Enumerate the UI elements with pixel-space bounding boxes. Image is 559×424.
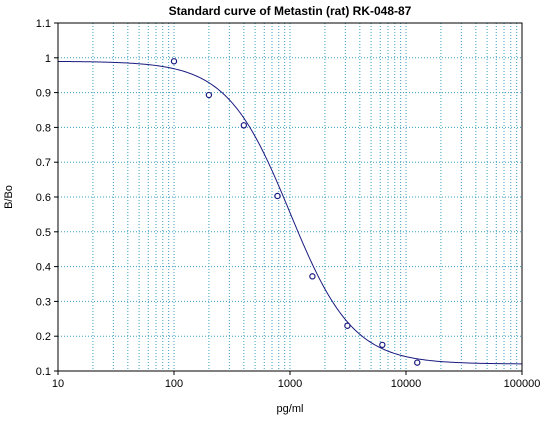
- x-tick-labels: 10 100 1000 10000 100000: [52, 371, 540, 390]
- x-axis-label: pg/ml: [277, 403, 304, 415]
- y-tick-label: 0.1: [36, 366, 51, 378]
- x-tick-label: 10: [52, 378, 64, 390]
- x-tick-label: 10000: [391, 378, 422, 390]
- data-points-layer: [170, 58, 421, 366]
- y-tick-label: 0.5: [36, 227, 51, 239]
- y-axis-label: B/Bo: [3, 185, 15, 209]
- y-tick-label: 0.4: [36, 262, 51, 274]
- y-tick-label: 0.8: [36, 122, 51, 134]
- y-tick-label: 0.7: [36, 157, 51, 169]
- data-point-6: [344, 322, 351, 329]
- data-point-1: [170, 58, 178, 65]
- y-tick-label: 1: [45, 53, 51, 65]
- y-tick-label: 1.1: [36, 18, 51, 30]
- y-tick-label: 0.2: [36, 331, 51, 343]
- y-tick-label: 0.6: [36, 192, 51, 204]
- x-tick-label: 100000: [504, 378, 541, 390]
- chart-title: Standard curve of Metastin (rat) RK-048-…: [169, 4, 412, 18]
- fit-curve-line: [57, 60, 523, 365]
- data-point-2: [205, 91, 213, 99]
- data-point-3: [240, 122, 248, 129]
- grid-lines: [57, 22, 522, 372]
- y-tick-label: 0.9: [36, 88, 51, 100]
- data-point-4: [274, 192, 281, 200]
- y-tick-labels: 0.1 0.2 0.3 0.4 0.5 0.6 0.7 0.8 0.9 1 1.1: [36, 18, 58, 378]
- x-tick-label: 100: [165, 378, 183, 390]
- data-point-7: [379, 341, 386, 349]
- data-point-8: [414, 359, 421, 366]
- x-tick-label: 1000: [278, 378, 302, 390]
- y-tick-label: 0.3: [36, 296, 51, 308]
- fit-curve-layer: [57, 60, 523, 365]
- data-point-5: [309, 273, 316, 280]
